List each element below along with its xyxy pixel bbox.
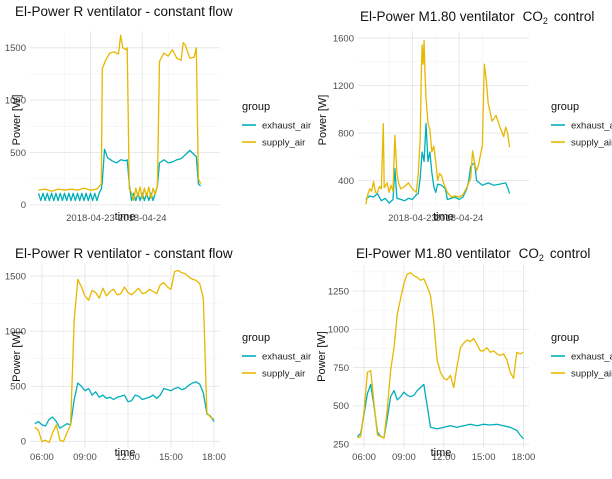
legend-label-exhaust-air: exhaust_air [262,120,311,131]
series-line-supply-air [38,34,202,202]
series-line-exhaust-air [365,122,511,204]
y-axis-label: Power [W] [317,95,329,146]
y-tick-label: 0 [21,437,26,448]
y-axis-label: Power [W] [316,331,328,382]
chart-title: El-Power M1.80 ventilator CO2 control [356,246,590,263]
legend: group exhaust_air supply_air [551,332,612,379]
x-tick-label: 2018-04-24 [118,213,167,224]
x-tick-label: 06:00 [352,452,376,463]
y-axis-label: Power [W] [11,95,23,146]
x-tick-label: 15:00 [472,452,496,463]
x-tick-label: 18:00 [512,452,536,463]
legend-label-supply-air: supply_air [571,368,612,379]
chart-title: El-Power M1.80 ventilator CO2 control [360,9,594,26]
x-axis-label: time [115,447,136,459]
y-tick-label: 500 [10,382,26,393]
y-tick-label: 500 [333,401,349,412]
y-tick-label: 1500 [5,43,26,54]
legend-title: group [242,332,270,344]
series-line-exhaust-air [34,381,215,429]
legend-label-exhaust-air: exhaust_air [262,351,311,362]
y-axis-label: Power [W] [11,331,23,382]
y-tick-label: 1250 [328,286,349,297]
y-tick-label: 1000 [5,95,26,106]
x-tick-label: 09:00 [73,452,97,463]
x-tick-label: 09:00 [392,452,416,463]
y-tick-label: 1600 [333,33,354,44]
legend-label-supply-air: supply_air [571,137,612,148]
legend-title: group [242,101,270,113]
chart-panel-3: 0 500 1000 1500 06:00 09:00 12:00 15:00 18:00 tim… [5,246,311,463]
legend-label-supply-air: supply_air [262,368,305,379]
x-tick-label: 2018-04-23 [388,213,437,224]
series-line-supply-air [357,272,524,439]
chart-panel-4: 250 500 750 1000 1250 06:00 09:00 12:00 15:00 18:… [316,246,612,463]
series-line-supply-air [34,269,215,444]
x-axis-label: time [431,447,452,459]
x-tick-label: 12:00 [432,452,456,463]
x-axis-label: time [433,211,454,223]
series-line-exhaust-air [37,148,202,202]
x-tick-label: 15:00 [159,452,183,463]
y-tick-label: 750 [333,363,349,374]
y-tick-label: 1000 [5,326,26,337]
legend-label-exhaust-air: exhaust_air [571,120,612,131]
y-tick-label: 0 [21,200,26,211]
y-tick-label: 1000 [328,325,349,336]
y-tick-label: 1500 [5,271,26,282]
legend-title: group [551,332,579,344]
legend-title: group [551,101,579,113]
legend: group exhaust_air supply_air [551,101,612,148]
y-tick-label: 400 [338,176,354,187]
chart-title: El-Power R ventilator - constant flow [15,246,233,261]
x-axis-label: time [115,211,136,223]
legend: group exhaust_air supply_air [242,332,311,379]
legend-label-exhaust-air: exhaust_air [571,351,612,362]
series-line-exhaust-air [356,383,524,440]
x-tick-label: 2018-04-24 [435,213,484,224]
x-tick-label: 18:00 [202,452,226,463]
y-tick-label: 800 [338,128,354,139]
x-tick-label: 2018-04-23 [66,213,115,224]
legend-label-supply-air: supply_air [262,137,305,148]
legend: group exhaust_air supply_air [242,101,311,148]
series-line-supply-air [365,39,511,205]
y-tick-label: 250 [333,439,349,450]
y-tick-label: 500 [10,148,26,159]
chart-title: El-Power R ventilator - constant flow [15,4,233,19]
x-tick-label: 12:00 [116,452,140,463]
y-tick-label: 1200 [333,81,354,92]
x-tick-label: 06:00 [30,452,54,463]
